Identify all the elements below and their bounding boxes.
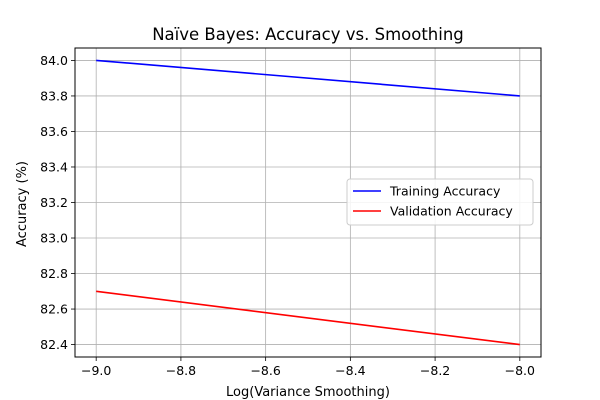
y-tick-label: 83.4	[40, 159, 68, 174]
x-tick-label: −8.2	[420, 363, 450, 378]
x-tick-label: −8.6	[250, 363, 280, 378]
chart-title: Naïve Bayes: Accuracy vs. Smoothing	[152, 25, 464, 44]
legend-box	[346, 178, 534, 226]
x-tick-label: −8.0	[505, 363, 535, 378]
legend-label: Training Accuracy	[389, 184, 501, 199]
legend-label: Validation Accuracy	[390, 204, 513, 219]
x-axis-label: Log(Variance Smoothing)	[226, 385, 390, 400]
x-tick-label: −8.4	[335, 363, 365, 378]
y-axis-ticks: 82.4 82.6 82.8 83.0 83.2 83.4 83.6 83.8 84.0	[40, 53, 75, 352]
y-tick-label: 83.2	[40, 195, 68, 210]
y-tick-label: 82.4	[40, 337, 68, 352]
x-tick-label: −8.8	[166, 363, 196, 378]
y-tick-label: 83.0	[40, 231, 68, 246]
legend: Training Accuracy Validation Accuracy	[346, 178, 534, 226]
y-tick-label: 82.8	[40, 266, 68, 281]
y-tick-label: 83.6	[40, 124, 68, 139]
series-line-training-accuracy	[96, 59, 520, 97]
x-tick-label: −9.0	[81, 363, 111, 378]
series-lines	[96, 59, 520, 346]
y-tick-label: 84.0	[40, 53, 68, 68]
y-tick-label: 82.6	[40, 302, 68, 317]
y-axis-label: Accuracy (%)	[15, 161, 30, 247]
series-line-validation-accuracy	[96, 290, 520, 346]
x-axis-ticks: −9.0 −8.8 −8.6 −8.4 −8.2 −8.0	[81, 357, 535, 378]
y-tick-label: 83.8	[40, 88, 68, 103]
